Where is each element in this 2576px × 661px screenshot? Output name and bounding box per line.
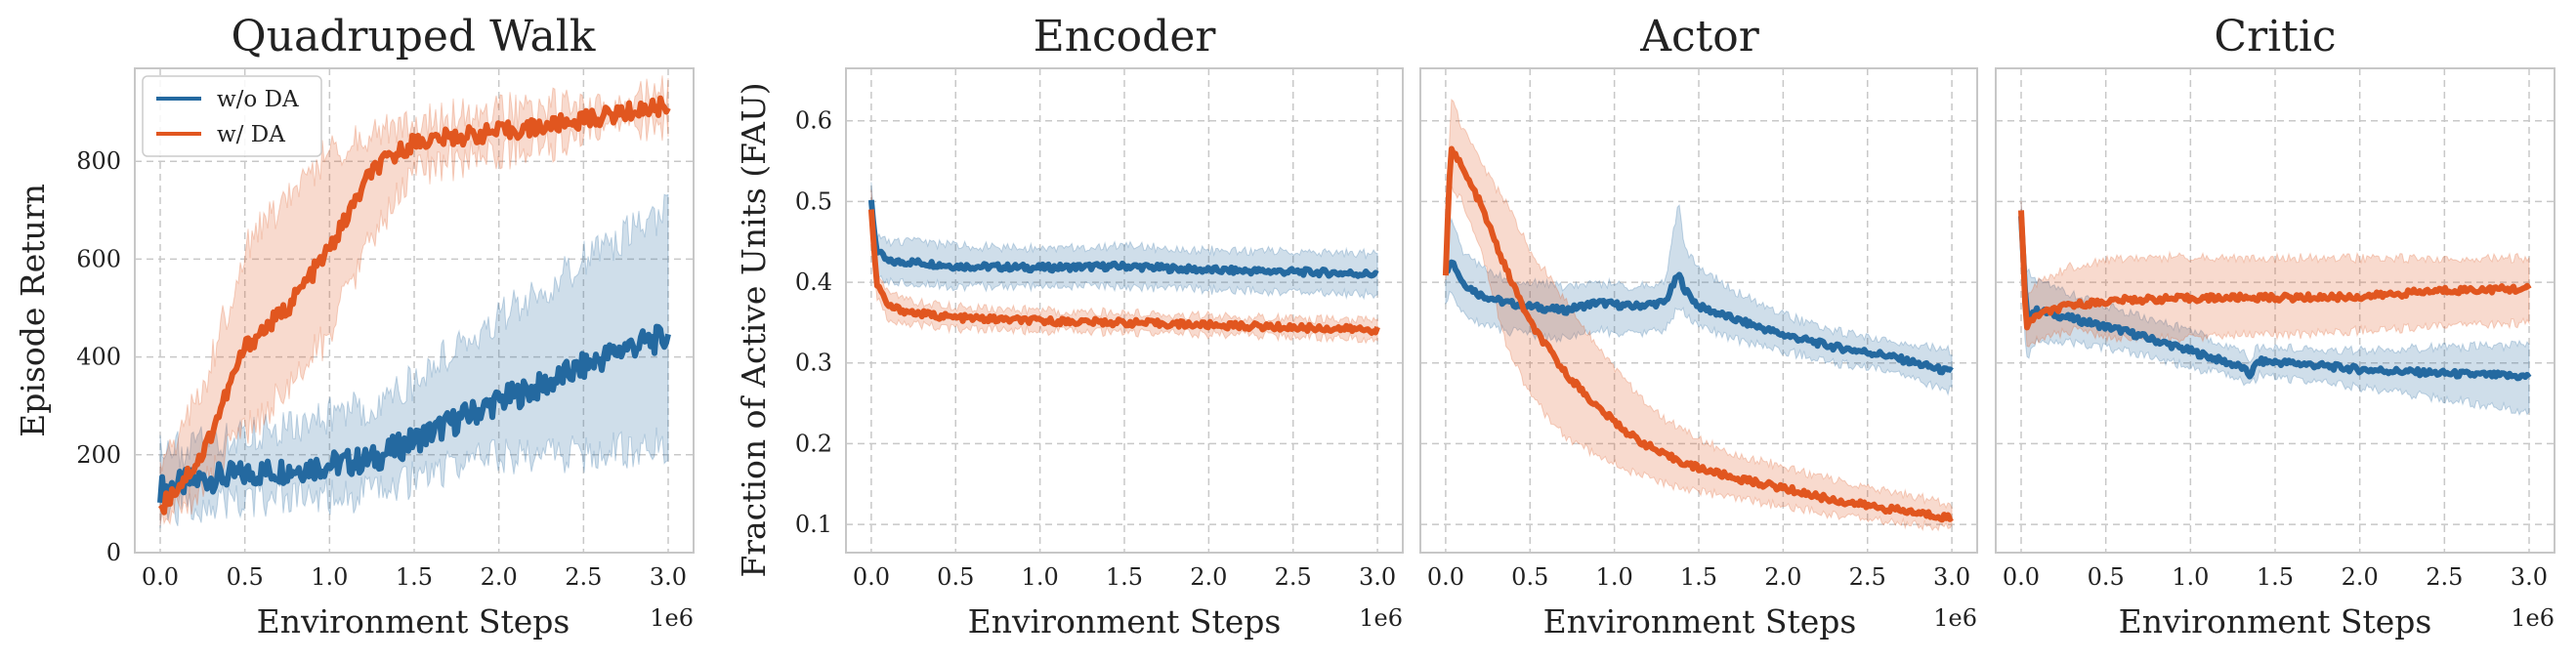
y-tick-label: 0.6 [795,107,832,135]
x-tick-label: 2.5 [565,563,602,591]
series-line-with-da [1442,145,1954,523]
series-line-without-da [157,323,671,504]
y-tick-label: 0.2 [795,430,832,457]
x-tick-label: 1.0 [2172,563,2209,591]
series-line-with-da [2018,210,2532,331]
y-tick-label: 0.4 [795,269,832,296]
grid [846,68,1403,553]
series-band-without-da [159,193,669,528]
series-line-without-da [867,199,1379,279]
x-tick-label: 0.5 [2088,563,2125,591]
plot-frame [134,67,695,554]
series-line-without-da [1444,259,1954,376]
y-axis-label: Episode Return [14,184,52,437]
series-band-with-da [1445,99,1953,532]
plot-frame [845,67,1404,554]
x-tick-label: 2.0 [1764,563,1801,591]
x-tick-label: 2.0 [481,563,518,591]
lines [867,199,1380,336]
x-tick-label: 0.5 [227,563,264,591]
x-tick-label: 2.5 [1275,563,1312,591]
series-band-with-da [159,75,669,526]
plot-frame [1995,67,2555,554]
series-line-with-da [867,209,1380,336]
chart-title: Quadruped Walk [232,12,596,62]
x-ticks: 0.0 0.5 1.0 1.5 2.0 2.5 3.0 [853,563,1396,591]
x-ticks: 0.0 0.5 1.0 1.5 2.0 2.5 3.0 [142,563,687,591]
x-axis-label: Environment Steps [2119,602,2432,640]
y-tick-label: 200 [76,441,121,469]
x-ticks: 0.0 0.5 1.0 1.5 2.0 2.5 3.0 [2003,563,2548,591]
chart-title: Encoder [1034,12,1217,62]
y-tick-label: 400 [76,344,121,371]
x-tick-label: 1.5 [1680,563,1717,591]
x-tick-label: 3.0 [1933,563,1970,591]
y-tick-label: 800 [76,147,121,175]
panel-encoder: Encoder 0.0 0.5 1.0 1.5 2.0 2.5 3.0 0.10.20.30… [735,12,1404,640]
x-axis-label: Environment Steps [1543,602,1857,640]
x-tick-label: 0.0 [142,563,179,591]
lines [157,95,671,516]
x-ticks: 0.0 0.5 1.0 1.5 2.0 2.5 3.0 [1427,563,1970,591]
x-tick-label: 1.5 [1106,563,1143,591]
x-tick-label: 1.0 [1596,563,1633,591]
x-offset-label: 1e6 [2511,604,2555,632]
x-tick-label: 1.5 [2257,563,2294,591]
x-tick-label: 1.0 [1022,563,1059,591]
x-tick-label: 2.5 [2426,563,2463,591]
legend-label-with-da: w/ DA [217,122,285,147]
panel-actor: Actor 0.0 0.5 1.0 1.5 2.0 2.5 3.0 Environment … [1419,12,1978,640]
series-band-with-da [2020,201,2530,348]
y-axis-label-fau: Fraction of Active Units (FAU) [735,82,773,577]
lines [2018,210,2532,382]
x-tick-label: 2.0 [2342,563,2379,591]
legend-label-without-da: w/o DA [217,87,299,112]
y-tick-label: 0.5 [795,187,832,215]
y-tick-label: 0 [106,539,121,566]
y-ticks: 0 200 400 600 800 [76,147,121,566]
series-line-with-da [157,95,671,516]
legend: w/o DA w/ DA [142,75,322,157]
x-offset-label: 1e6 [1359,604,1403,632]
x-tick-label: 0.0 [1427,563,1464,591]
x-tick-label: 0.0 [853,563,890,591]
x-axis-label: Environment Steps [968,602,1282,640]
grid [1996,68,2555,553]
plot-frame [1419,67,1978,554]
x-tick-label: 3.0 [650,563,687,591]
lines [1442,145,1954,523]
chart-title: Actor [1639,12,1760,62]
x-tick-label: 1.0 [311,563,348,591]
panel-quadruped-walk: Quadruped Walk 0.0 0.5 1.0 1.5 2.0 2.5 3.0 0 20… [14,12,695,640]
x-tick-label: 1.5 [396,563,433,591]
x-tick-label: 2.5 [1849,563,1886,591]
x-tick-label: 3.0 [1359,563,1396,591]
y-tick-label: 0.3 [795,350,832,377]
y-tick-label: 0.1 [795,511,832,538]
series-line-without-da [2018,216,2532,382]
x-tick-label: 0.5 [937,563,974,591]
x-tick-label: 2.0 [1190,563,1227,591]
x-offset-label: 1e6 [1933,604,1977,632]
x-axis-label: Environment Steps [257,602,570,640]
panel-critic: Critic 0.0 0.5 1.0 1.5 2.0 2.5 3.0 Environment… [1995,12,2555,640]
chart-title: Critic [2214,12,2336,62]
x-tick-label: 0.5 [1511,563,1548,591]
legend-box [142,75,322,157]
bands [2020,201,2530,416]
y-ticks: 0.1 0.2 0.3 0.4 0.5 0.6 [795,107,832,538]
x-tick-label: 0.0 [2003,563,2040,591]
x-offset-label: 1e6 [650,604,694,632]
bands [159,75,669,528]
series-band-without-da [2020,201,2530,416]
x-tick-label: 3.0 [2511,563,2548,591]
y-tick-label: 600 [76,245,121,272]
